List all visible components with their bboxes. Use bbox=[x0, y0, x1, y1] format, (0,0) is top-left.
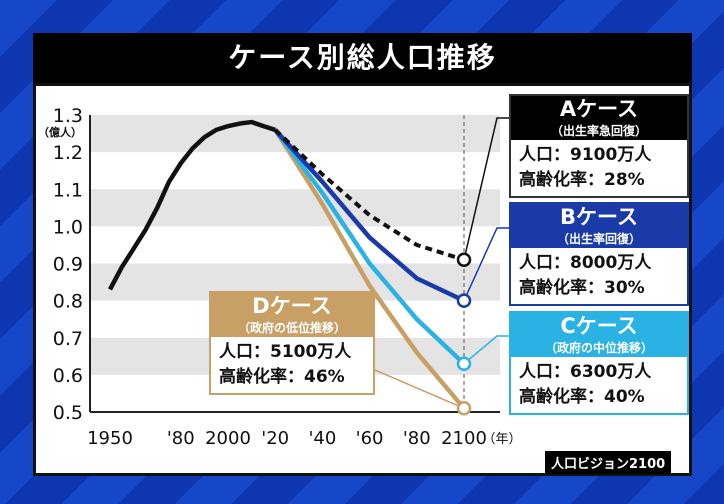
case-d-box: Dケース （政府の低位推移） 人口：5100万人 高齢化率：46% bbox=[209, 291, 375, 395]
x-axis-unit: （年） bbox=[482, 432, 521, 447]
case-b-population: 人口：8000万人 bbox=[519, 253, 652, 273]
case-b-box: Bケース （出生率回復） 人口：8000万人 高齢化率：30% bbox=[509, 202, 689, 306]
case-a-header: Aケース （出生率急回復） bbox=[511, 96, 687, 140]
y-tick-label: 1.2 bbox=[53, 142, 83, 164]
leader-line-a bbox=[463, 117, 510, 260]
series-line-actual bbox=[108, 119, 276, 291]
endpoint-marker-a bbox=[456, 252, 472, 268]
source-label: 人口ビジョン2100 bbox=[545, 451, 672, 474]
series-line-d bbox=[273, 128, 466, 410]
leader-line-c bbox=[463, 335, 510, 365]
x-tick-label: 1950 bbox=[87, 428, 133, 449]
x-tick-label: '60 bbox=[356, 428, 384, 449]
case-b-header: Bケース （出生率回復） bbox=[511, 204, 687, 248]
series-line-c bbox=[273, 128, 466, 366]
endpoint-marker-b bbox=[456, 293, 472, 308]
case-a-box: Aケース （出生率急回復） 人口：9100万人 高齢化率：28% bbox=[509, 94, 689, 198]
y-tick-label: 1.0 bbox=[53, 216, 83, 238]
y-tick-label: 1.1 bbox=[53, 179, 83, 201]
case-d-subtitle: （政府の低位推移） bbox=[237, 321, 346, 335]
x-tick-label: 2000 bbox=[205, 428, 251, 449]
case-d-population: 人口：5100万人 bbox=[219, 342, 352, 362]
leader-line-b bbox=[463, 227, 510, 301]
case-a-population: 人口：9100万人 bbox=[519, 145, 652, 165]
leader-line-d bbox=[374, 369, 465, 409]
y-tick-label: 0.9 bbox=[53, 254, 83, 276]
case-c-title: Cケース bbox=[560, 314, 638, 338]
x-tick-label: '80 bbox=[167, 428, 195, 449]
case-d-title: Dケース bbox=[252, 294, 332, 318]
case-c-box: Cケース （政府の中位推移） 人口：6300万人 高齢化率：40% bbox=[509, 311, 689, 415]
y-tick-label: 0.6 bbox=[53, 365, 83, 387]
case-c-population: 人口：6300万人 bbox=[519, 362, 652, 382]
y-tick-label: 0.8 bbox=[53, 291, 83, 313]
y-tick-label: 0.7 bbox=[53, 328, 83, 350]
x-tick-label: 2100 bbox=[441, 428, 487, 449]
case-c-subtitle: （政府の中位推移） bbox=[544, 341, 653, 355]
case-d-aging: 高齢化率：46% bbox=[219, 367, 345, 387]
x-tick-label: '80 bbox=[403, 428, 431, 449]
case-c-header: Cケース （政府の中位推移） bbox=[511, 313, 687, 357]
endpoint-marker-d bbox=[456, 401, 472, 416]
case-b-aging: 高齢化率：30% bbox=[519, 278, 645, 298]
case-c-aging: 高齢化率：40% bbox=[519, 387, 645, 407]
case-a-aging: 高齢化率：28% bbox=[519, 170, 645, 190]
y-tick-label: 0.5 bbox=[53, 402, 83, 424]
endpoint-marker-c bbox=[456, 356, 472, 371]
case-d-header: Dケース （政府の低位推移） bbox=[211, 293, 373, 337]
y-tick-label: 1.3 bbox=[53, 105, 83, 127]
x-tick-label: '20 bbox=[261, 428, 289, 449]
page-title: ケース別総人口推移 bbox=[33, 33, 692, 83]
y-axis-unit: （億人） bbox=[38, 125, 82, 139]
x-tick-label: '40 bbox=[308, 428, 336, 449]
case-a-title: Aケース bbox=[559, 97, 639, 121]
case-a-subtitle: （出生率急回復） bbox=[550, 124, 647, 138]
case-b-title: Bケース bbox=[560, 205, 638, 229]
case-b-subtitle: （出生率回復） bbox=[556, 232, 641, 246]
series-line-b bbox=[273, 128, 465, 303]
